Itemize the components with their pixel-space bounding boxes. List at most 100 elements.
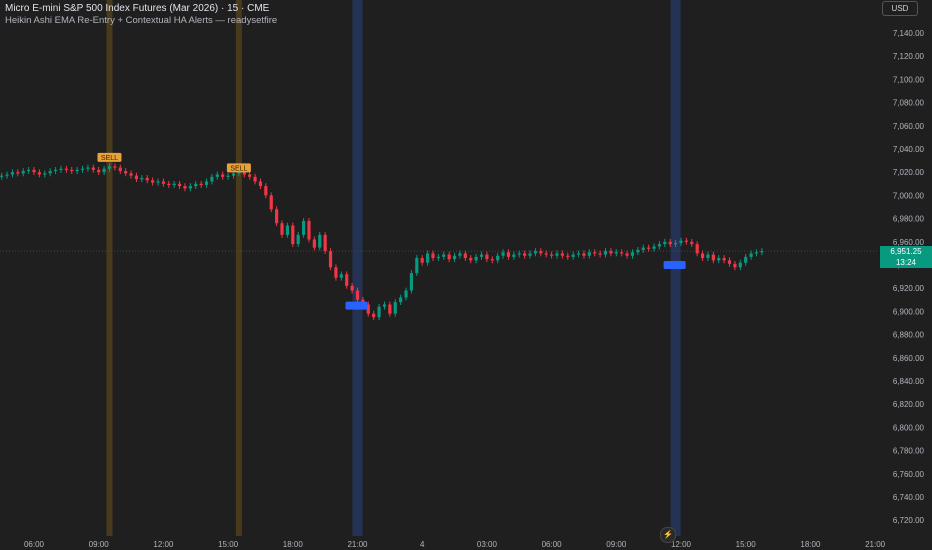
candle-body bbox=[264, 186, 268, 196]
candle-body bbox=[652, 246, 656, 249]
candle-body bbox=[517, 253, 521, 255]
candle-body bbox=[204, 181, 209, 185]
candle-body bbox=[97, 169, 101, 173]
candle-body bbox=[576, 253, 581, 255]
sell-label: SELL bbox=[230, 165, 247, 172]
candle-body bbox=[118, 167, 122, 172]
candles bbox=[0, 163, 764, 321]
candle-body bbox=[717, 258, 721, 261]
candle-body bbox=[657, 244, 662, 247]
candle-body bbox=[350, 285, 354, 291]
candle-body bbox=[501, 252, 505, 256]
signal-markers: SELL SELL bbox=[97, 152, 686, 310]
candle-body bbox=[393, 302, 397, 314]
price-axis[interactable]: 7,140.00 7,120.00 7,100.00 7,080.00 7,060.00… bbox=[879, 0, 932, 550]
candle-body bbox=[523, 253, 527, 256]
candle-body bbox=[431, 253, 435, 259]
candle-body bbox=[48, 171, 52, 174]
candle-body bbox=[231, 173, 236, 176]
candle-body bbox=[156, 181, 160, 183]
price-tick-label: 6,900.00 bbox=[893, 307, 925, 316]
candle-body bbox=[690, 241, 694, 245]
candle-body bbox=[382, 304, 387, 307]
candle-body bbox=[512, 254, 516, 257]
time-tick-label: 18:00 bbox=[800, 540, 821, 549]
time-tick-label: 09:00 bbox=[606, 540, 627, 549]
candle-body bbox=[420, 258, 424, 263]
candle-body bbox=[674, 242, 678, 245]
candle-body bbox=[614, 252, 618, 254]
time-tick-label: 06:00 bbox=[542, 540, 563, 549]
buy-marker bbox=[345, 301, 368, 310]
candle-body bbox=[323, 234, 327, 252]
candle-body bbox=[695, 244, 699, 254]
candle-body bbox=[86, 167, 90, 169]
candle-body bbox=[140, 178, 144, 180]
candle-body bbox=[253, 176, 257, 182]
candle-body bbox=[630, 252, 635, 256]
indicator-title[interactable]: Heikin Ashi EMA Re-Entry + Contextual HA… bbox=[5, 15, 278, 26]
candle-body bbox=[296, 234, 300, 245]
candle-body bbox=[188, 186, 192, 189]
candle-body bbox=[151, 180, 155, 183]
candle-body bbox=[442, 254, 446, 257]
candle-body bbox=[53, 169, 58, 172]
lightning-icon[interactable]: ⚡ bbox=[660, 527, 676, 543]
candle-body bbox=[609, 251, 613, 254]
candle-body bbox=[463, 253, 467, 259]
price-tick-label: 6,740.00 bbox=[893, 493, 925, 502]
candle-body bbox=[620, 252, 624, 254]
candle-body bbox=[372, 313, 376, 318]
candle-body bbox=[312, 239, 316, 248]
last-price-label: 6,951.25 13:24 bbox=[880, 246, 932, 268]
price-tick-label: 7,120.00 bbox=[893, 52, 925, 61]
candle-body bbox=[415, 258, 419, 274]
candle-body bbox=[199, 183, 203, 185]
candle-body bbox=[183, 186, 187, 189]
candle-body bbox=[102, 168, 106, 173]
symbol-title: Micro E-mini S&P 500 Index Futures (Mar … bbox=[5, 3, 270, 14]
candle-body bbox=[539, 251, 543, 254]
time-tick-label: 12:00 bbox=[671, 540, 692, 549]
candle-body bbox=[129, 173, 133, 176]
candle-body bbox=[16, 172, 20, 174]
time-tick-label: 18:00 bbox=[283, 540, 304, 549]
price-tick-label: 7,020.00 bbox=[893, 168, 925, 177]
candle-body bbox=[593, 252, 597, 254]
candle-body bbox=[345, 274, 349, 286]
time-axis[interactable]: 06:00 09:00 12:00 15:00 18:00 21:00 4 03:00 06:0… bbox=[0, 537, 932, 550]
candle-body bbox=[533, 251, 538, 254]
candle-body bbox=[485, 254, 489, 260]
candle-body bbox=[37, 172, 41, 175]
candle-body bbox=[566, 255, 570, 257]
candle-body bbox=[598, 253, 602, 255]
price-tick-label: 6,820.00 bbox=[893, 400, 925, 409]
price-tick-label: 6,880.00 bbox=[893, 331, 925, 340]
price-tick-label: 7,040.00 bbox=[893, 145, 925, 154]
candle-body bbox=[636, 249, 640, 253]
currency-button[interactable]: USD bbox=[882, 1, 918, 16]
price-tick-label: 6,720.00 bbox=[893, 516, 925, 525]
candle-body bbox=[226, 175, 230, 177]
candle-body bbox=[447, 254, 451, 260]
candle-body bbox=[744, 256, 748, 263]
candle-body bbox=[647, 247, 651, 249]
candle-body bbox=[91, 167, 95, 170]
signal-bands bbox=[106, 0, 681, 536]
candle-body bbox=[80, 168, 85, 170]
candle-body bbox=[452, 255, 457, 260]
candle-body bbox=[269, 195, 273, 210]
buy-band bbox=[352, 0, 363, 536]
price-tick-label: 6,800.00 bbox=[893, 423, 925, 432]
candle-body bbox=[377, 306, 381, 318]
candle-body bbox=[754, 252, 759, 254]
candle-body bbox=[70, 169, 74, 172]
price-tick-label: 6,860.00 bbox=[893, 354, 925, 363]
candle-body bbox=[27, 169, 31, 172]
candle-body bbox=[124, 171, 128, 174]
candle-body bbox=[177, 183, 182, 187]
candle-body bbox=[10, 172, 15, 175]
buy-marker bbox=[663, 261, 686, 269]
